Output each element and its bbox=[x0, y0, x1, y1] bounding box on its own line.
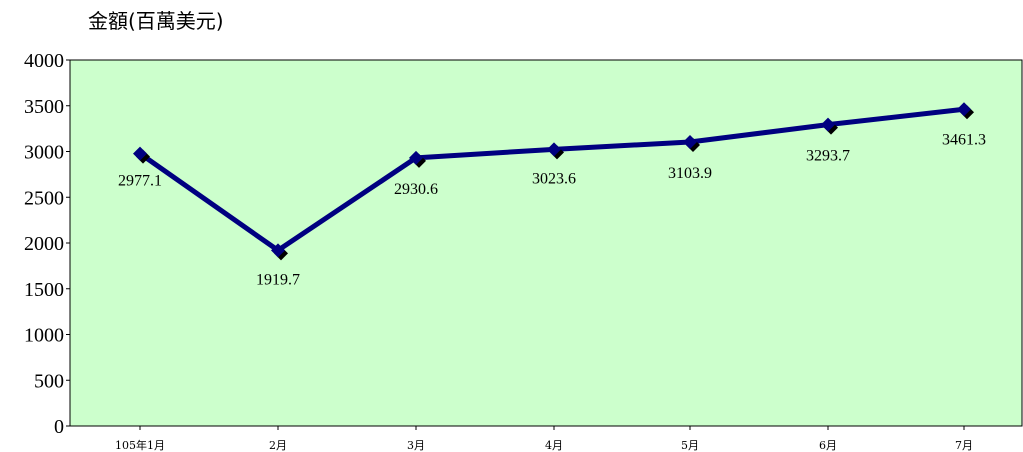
data-point-marker bbox=[683, 134, 697, 149]
series-group bbox=[133, 102, 974, 261]
x-tick-label: 105年1月 bbox=[115, 438, 165, 452]
y-tick-label: 2000 bbox=[24, 233, 64, 255]
x-tick-label: 3月 bbox=[407, 439, 425, 452]
x-tick-label: 5月 bbox=[681, 439, 699, 452]
y-tick-label: 3500 bbox=[24, 96, 64, 118]
data-point-marker bbox=[547, 142, 561, 157]
y-tick-label: 500 bbox=[34, 370, 64, 392]
data-label: 2977.1 bbox=[118, 173, 162, 190]
data-point-marker bbox=[821, 117, 835, 132]
x-tick-label: 4月 bbox=[545, 439, 563, 452]
data-point-marker bbox=[957, 102, 971, 117]
data-labels-group: 2977.1 1919.7 2930.6 3023.6 3103.9 3293.7 3461… bbox=[118, 131, 986, 288]
data-point-marker bbox=[271, 243, 285, 258]
data-label: 3293.7 bbox=[806, 148, 850, 165]
y-tick-label: 4000 bbox=[24, 50, 64, 72]
plot-area bbox=[69, 59, 1023, 427]
x-tick-label: 2月 bbox=[269, 439, 287, 452]
data-point-marker bbox=[409, 150, 423, 165]
y-tick-label: 0 bbox=[54, 416, 64, 438]
y-tick-label: 3000 bbox=[24, 142, 64, 164]
data-label: 2930.6 bbox=[394, 181, 438, 198]
data-label: 1919.7 bbox=[256, 271, 300, 288]
data-label: 3103.9 bbox=[668, 165, 712, 182]
x-tick-label: 6月 bbox=[819, 439, 837, 452]
data-label: 3023.6 bbox=[532, 170, 576, 187]
data-point-marker bbox=[133, 146, 147, 161]
x-axis-ticks: 105年1月 2月 3月 4月 5月 6月 7月 bbox=[115, 426, 973, 452]
x-tick-label: 7月 bbox=[955, 439, 973, 452]
y-tick-label: 2500 bbox=[24, 187, 64, 209]
y-tick-label: 1000 bbox=[24, 325, 64, 347]
y-axis-ticks: 0 500 1000 1500 2000 2500 3000 3500 4000 bbox=[24, 50, 70, 438]
data-label: 3461.3 bbox=[942, 131, 986, 148]
y-axis-title: 金額(百萬美元) bbox=[88, 9, 224, 33]
y-tick-label: 1500 bbox=[24, 279, 64, 301]
